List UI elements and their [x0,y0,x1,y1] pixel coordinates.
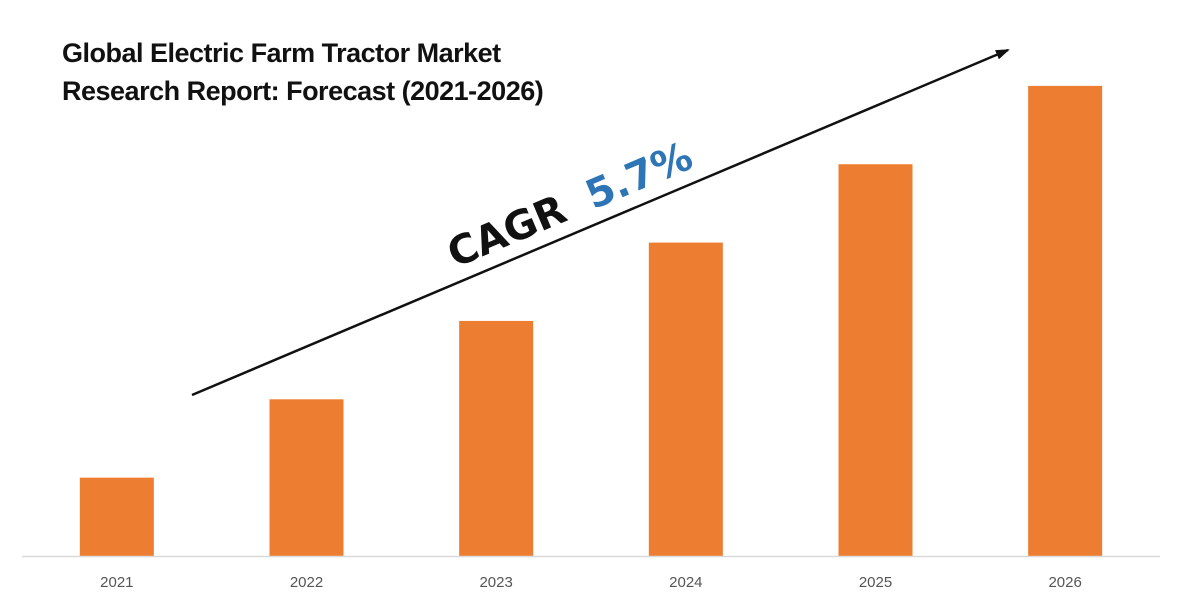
bar-2023 [459,320,534,556]
chart-title: Global Electric Farm Tractor Market Rese… [62,34,544,110]
chart-title-line-1: Global Electric Farm Tractor Market [62,38,501,68]
cagr-prefix: CAGR [441,187,573,278]
x-tick-label-2021: 2021 [100,574,133,591]
x-tick-label-2025: 2025 [859,574,892,591]
bar-2025 [838,164,913,557]
trend-arrow [191,48,1010,397]
x-tick-labels: 2021 2022 2023 2024 2025 2026 [100,574,1082,591]
x-tick-label-2022: 2022 [290,574,323,591]
bar-2026 [1028,85,1103,556]
x-tick-label-2024: 2024 [669,574,702,591]
x-tick-label-2026: 2026 [1048,574,1081,591]
chart-title-line-2: Research Report: Forecast (2021-2026) [62,76,544,106]
bar-2022 [269,399,344,556]
x-tick-label-2023: 2023 [479,574,512,591]
bar-2024 [648,242,723,557]
bar-2021 [79,477,154,556]
bars [79,85,1103,557]
